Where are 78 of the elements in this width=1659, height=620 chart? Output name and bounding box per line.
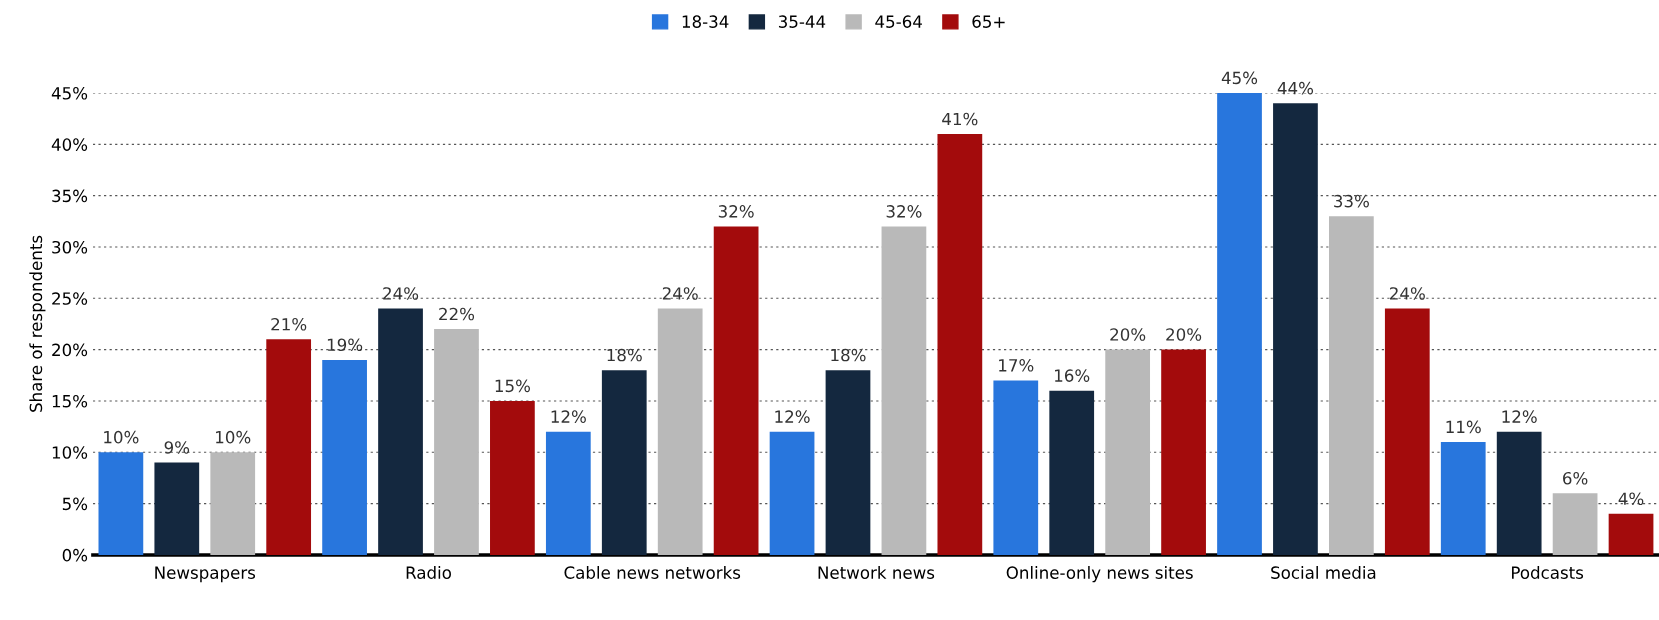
- data-label: 12%: [775, 410, 810, 423]
- bar: [154, 462, 200, 555]
- data-label: 17%: [999, 359, 1034, 372]
- data-label: 32%: [718, 205, 754, 218]
- bar: [1217, 93, 1262, 555]
- bar: [1273, 103, 1318, 555]
- x-tick-label: Online-only news sites: [1006, 566, 1193, 583]
- y-tick-label: 20%: [52, 343, 88, 357]
- y-tick-label: 15%: [52, 394, 88, 408]
- data-label: 24%: [1390, 287, 1425, 300]
- bar: [657, 308, 703, 555]
- y-tick-label: 25%: [52, 292, 88, 305]
- bar: [881, 226, 927, 555]
- data-label: 18%: [607, 348, 642, 362]
- legend-label: 45-64: [875, 15, 922, 28]
- data-label: 4%: [1618, 492, 1644, 506]
- data-label: 10%: [216, 430, 251, 444]
- bar: [769, 431, 815, 555]
- data-label: 12%: [1502, 410, 1537, 423]
- bar: [1105, 349, 1151, 555]
- legend-label: 18-34: [682, 15, 729, 28]
- x-tick-label: Cable news networks: [564, 566, 741, 579]
- legend-label: 65+: [972, 15, 1005, 28]
- bar: [1329, 216, 1374, 555]
- data-label: 15%: [495, 379, 530, 393]
- x-tick-label: Newspapers: [155, 566, 256, 583]
- bar: [266, 339, 312, 555]
- data-label: 11%: [1446, 420, 1481, 434]
- bar: [1552, 493, 1598, 555]
- bar: [1049, 390, 1095, 555]
- bar: [601, 370, 647, 555]
- data-label: 32%: [886, 205, 922, 218]
- data-label: 19%: [327, 338, 363, 352]
- y-tick-label: 5%: [62, 497, 88, 511]
- bar: [210, 452, 256, 555]
- data-label: 45%: [1221, 71, 1258, 85]
- x-tick-label: Network news: [818, 566, 935, 579]
- data-label: 24%: [383, 287, 419, 300]
- data-label: 9%: [164, 441, 190, 454]
- y-axis-title: Share of respondents: [29, 235, 46, 412]
- x-tick-label: Podcasts: [1512, 566, 1584, 579]
- bar: [937, 134, 983, 555]
- bar: [1440, 441, 1486, 555]
- y-tick-label: 35%: [52, 189, 88, 203]
- bar: [1384, 308, 1430, 555]
- bar: [825, 370, 871, 555]
- data-label: 6%: [1563, 471, 1588, 485]
- bar: [1608, 513, 1654, 555]
- bar: [1496, 431, 1542, 555]
- data-label: 20%: [1166, 328, 1202, 341]
- x-tick-label: Radio: [406, 566, 451, 579]
- bar: [713, 226, 759, 555]
- bar: [98, 452, 144, 555]
- data-label: 24%: [662, 287, 698, 300]
- bar: [1161, 349, 1206, 555]
- bar: [434, 329, 479, 555]
- y-tick-label: 40%: [51, 138, 88, 151]
- y-tick-label: 10%: [52, 446, 88, 459]
- bar: [490, 400, 535, 555]
- y-tick-label: 0%: [62, 548, 88, 562]
- data-label: 33%: [1334, 194, 1369, 208]
- bar: [378, 308, 423, 555]
- data-label: 20%: [1110, 328, 1146, 341]
- data-label: 18%: [831, 348, 866, 362]
- data-label: 12%: [551, 410, 586, 423]
- bar: [545, 431, 591, 555]
- legend-label: 35-44: [778, 15, 826, 28]
- y-tick-label: 30%: [52, 240, 88, 254]
- bar: [322, 359, 367, 555]
- data-label: 22%: [439, 307, 475, 321]
- data-label: 10%: [104, 430, 139, 444]
- data-label: 21%: [271, 317, 307, 331]
- data-label: 41%: [942, 112, 978, 126]
- x-tick-label: Social media: [1271, 566, 1376, 579]
- data-label: 44%: [1277, 81, 1314, 95]
- data-label: 16%: [1055, 369, 1090, 382]
- y-tick-label: 45%: [51, 86, 88, 100]
- bar: [993, 380, 1039, 555]
